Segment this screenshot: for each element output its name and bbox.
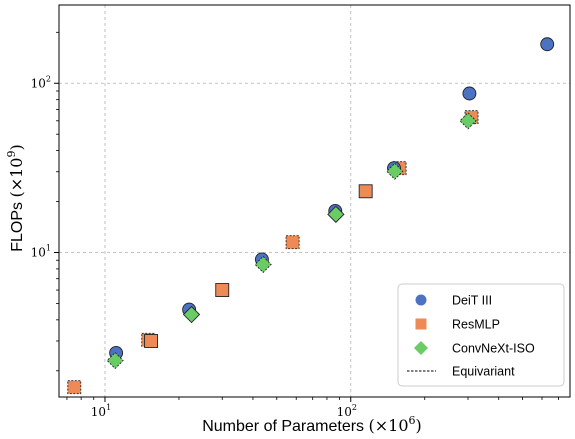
marker-resmlp [144, 334, 159, 348]
legend-marker-resmlp [415, 318, 427, 330]
marker-convnext-iso [327, 205, 345, 223]
legend-marker-deit [415, 294, 427, 306]
legend-label-resmlp: ResMLP [452, 318, 500, 332]
x-axis-label: Number of Parameters (×106) [202, 414, 422, 435]
legend-marker-convnext [414, 341, 428, 355]
y-axis-label: FLOPs (×109) [5, 144, 26, 252]
marker-convnext-iso [182, 305, 201, 324]
marker-deit-iii [540, 37, 555, 52]
axis-ticks: 101 102 101 102 [31, 31, 559, 419]
legend-label-deit: DeiT III [452, 294, 492, 308]
data-markers [67, 37, 555, 395]
marker-resmlp [67, 380, 82, 395]
y-tick-label: 102 [31, 74, 51, 90]
marker-convnext-iso [386, 162, 404, 180]
grid [59, 5, 570, 397]
marker-convnext-iso [254, 255, 272, 274]
marker-resmlp [285, 235, 300, 250]
legend: DeiT III ResMLP ConvNeXt-ISO Equivariant [397, 283, 565, 387]
marker-convnext-iso [459, 112, 477, 130]
legend-label-convnext: ConvNeXt-ISO [452, 342, 535, 356]
y-tick-label: 101 [31, 243, 51, 259]
legend-label-equivariant: Equivariant [452, 365, 515, 379]
marker-resmlp [358, 184, 373, 199]
legend-box [397, 283, 565, 387]
x-tick-label: 101 [91, 403, 111, 419]
marker-convnext-iso [106, 351, 124, 370]
plot-frame [58, 4, 571, 398]
marker-resmlp [215, 283, 230, 297]
marker-deit-iii [462, 86, 477, 101]
x-tick-label: 102 [337, 403, 357, 419]
